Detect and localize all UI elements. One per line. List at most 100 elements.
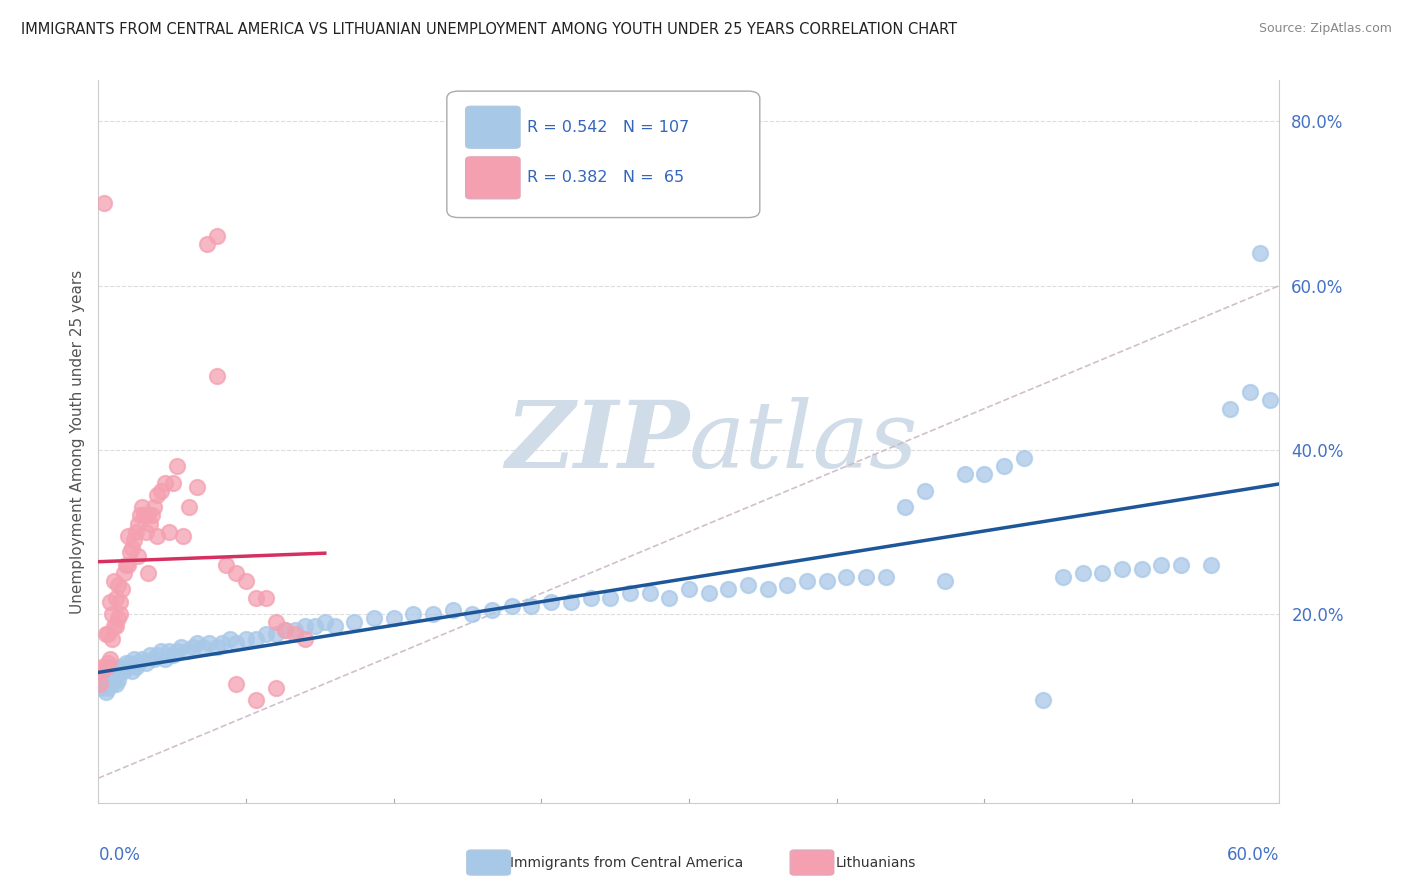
Point xyxy=(560,594,582,608)
Point xyxy=(89,673,111,687)
Point xyxy=(108,607,131,621)
Point xyxy=(1219,401,1241,416)
Point xyxy=(101,677,124,691)
Point xyxy=(97,657,120,671)
Point xyxy=(835,570,858,584)
Point xyxy=(191,640,214,654)
Point xyxy=(155,475,177,490)
Point xyxy=(111,660,134,674)
Point xyxy=(314,615,336,630)
Point xyxy=(638,586,661,600)
Point xyxy=(737,578,759,592)
Point xyxy=(481,603,503,617)
Point xyxy=(284,624,307,638)
Point xyxy=(678,582,700,597)
Point xyxy=(132,508,155,523)
Point xyxy=(107,673,129,687)
Point xyxy=(91,660,114,674)
Point xyxy=(274,624,297,638)
Point xyxy=(157,644,180,658)
Point xyxy=(108,660,131,674)
Point xyxy=(150,483,173,498)
Point xyxy=(93,665,115,679)
Point xyxy=(1052,570,1074,584)
Point xyxy=(98,660,121,674)
Point xyxy=(112,665,135,679)
Point xyxy=(235,574,257,588)
Point xyxy=(101,668,124,682)
Point xyxy=(254,627,277,641)
Point xyxy=(225,566,247,580)
Point xyxy=(274,624,297,638)
Point xyxy=(127,516,149,531)
Point xyxy=(323,619,346,633)
Point xyxy=(122,652,145,666)
Point xyxy=(127,549,149,564)
Point xyxy=(98,594,121,608)
Point xyxy=(103,665,125,679)
Point xyxy=(245,693,267,707)
Point xyxy=(115,657,138,671)
Point xyxy=(105,591,128,605)
Point xyxy=(225,677,247,691)
Point xyxy=(117,558,139,572)
Point xyxy=(117,529,139,543)
Point xyxy=(264,681,287,695)
Point xyxy=(382,611,405,625)
Point xyxy=(304,619,326,633)
Point xyxy=(796,574,818,588)
Point xyxy=(461,607,484,621)
Point xyxy=(697,586,720,600)
Point xyxy=(89,677,111,691)
FancyBboxPatch shape xyxy=(465,106,520,148)
Point xyxy=(138,648,160,662)
Point xyxy=(122,533,145,547)
Point xyxy=(264,615,287,630)
Point xyxy=(103,574,125,588)
Point xyxy=(245,632,267,646)
Point xyxy=(422,607,444,621)
Text: R = 0.382   N =  65: R = 0.382 N = 65 xyxy=(527,170,685,186)
Point xyxy=(107,578,129,592)
FancyBboxPatch shape xyxy=(447,91,759,218)
Point xyxy=(135,657,157,671)
Point xyxy=(135,524,157,539)
Point xyxy=(1249,245,1271,260)
Text: Lithuanians: Lithuanians xyxy=(835,855,915,870)
Point xyxy=(756,582,779,597)
Point xyxy=(993,459,1015,474)
Point xyxy=(121,541,143,556)
Point xyxy=(131,652,153,666)
Point xyxy=(1130,562,1153,576)
Point xyxy=(97,677,120,691)
Point xyxy=(127,657,149,671)
Point xyxy=(1071,566,1094,580)
Point xyxy=(97,627,120,641)
Point xyxy=(128,508,150,523)
Point xyxy=(186,636,208,650)
Point xyxy=(142,500,165,515)
Text: Source: ZipAtlas.com: Source: ZipAtlas.com xyxy=(1258,22,1392,36)
Point xyxy=(115,558,138,572)
Point xyxy=(101,632,124,646)
Point xyxy=(176,644,198,658)
Point xyxy=(186,480,208,494)
Point xyxy=(96,685,118,699)
Point xyxy=(155,652,177,666)
Point xyxy=(96,627,118,641)
Point xyxy=(91,665,114,679)
Point xyxy=(136,508,159,523)
Point xyxy=(105,668,128,682)
Point xyxy=(111,582,134,597)
Point xyxy=(150,644,173,658)
Point xyxy=(146,488,169,502)
Point xyxy=(254,591,277,605)
Point xyxy=(98,652,121,666)
Point xyxy=(91,681,114,695)
Point xyxy=(1239,385,1261,400)
Point xyxy=(284,627,307,641)
Point xyxy=(619,586,641,600)
Point xyxy=(195,237,218,252)
Point xyxy=(1199,558,1222,572)
Point xyxy=(211,636,233,650)
